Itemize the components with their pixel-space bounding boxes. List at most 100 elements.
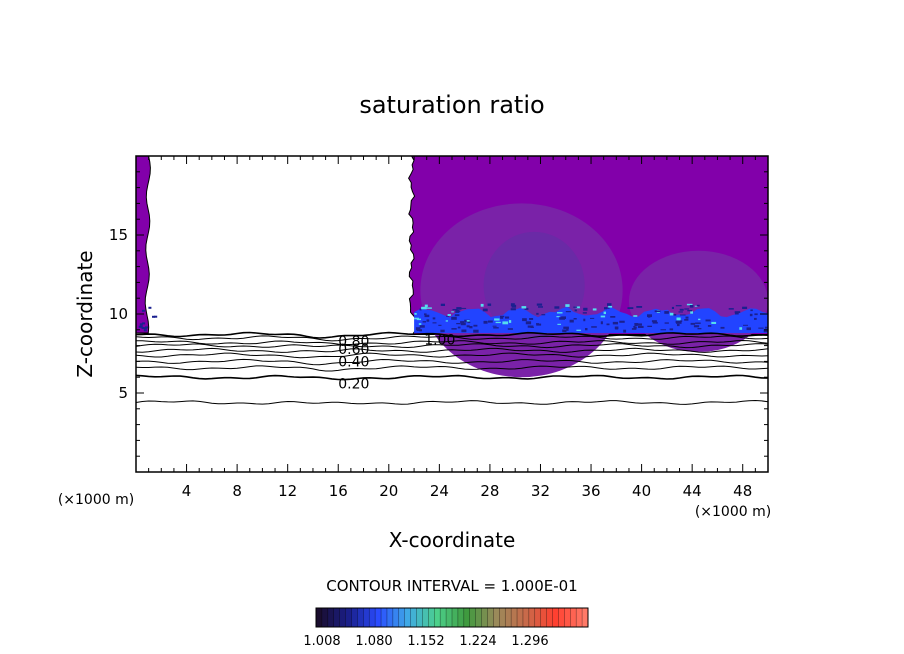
field-speckle [556, 316, 560, 318]
x-tick-label: 8 [232, 482, 242, 500]
contour-line-0.60 [136, 347, 768, 353]
colorbar-cell [582, 608, 589, 627]
contour-line-0.70 [136, 343, 768, 349]
field-speckle [694, 305, 698, 307]
field-speckle [480, 303, 484, 307]
field-speckle [424, 314, 430, 318]
field-speckle [424, 313, 427, 315]
x-axis-label: X-coordinate [389, 528, 516, 552]
field-speckle [538, 306, 543, 308]
field-speckle [689, 305, 694, 308]
field-speckle [525, 321, 532, 325]
field-speckle [711, 321, 717, 324]
contour-line-0.40 [136, 358, 768, 366]
colorbar-cell [558, 608, 565, 627]
colorbar-cell [434, 608, 441, 627]
field-speckle [610, 316, 616, 318]
colorbar-cell [511, 608, 518, 627]
field-speckle [582, 312, 587, 314]
field-speckle [141, 327, 145, 329]
field-speckle [529, 318, 534, 320]
field-speckle [473, 329, 479, 333]
field-speckle [524, 307, 529, 310]
field-speckle [456, 323, 461, 325]
field-speckle [739, 327, 743, 330]
field-speckle [432, 317, 436, 320]
field-speckle [457, 326, 461, 329]
field-speckle [734, 311, 739, 315]
field-speckle [415, 327, 421, 331]
field-speckle [426, 307, 432, 309]
colorbar-cell [499, 608, 506, 627]
field-speckle [695, 322, 701, 324]
field-speckle [633, 326, 636, 328]
field-speckle [507, 328, 513, 330]
field-speckle [698, 318, 701, 321]
field-speckle [500, 316, 504, 319]
field-speckle [565, 311, 571, 313]
field-speckle [573, 318, 577, 320]
field-speckle [664, 311, 669, 314]
colorbar-tick-label: 1.008 [303, 634, 340, 649]
field-speckle [482, 308, 488, 312]
field-speckle [607, 303, 612, 306]
field-speckle [557, 312, 563, 314]
colorbar-cell [522, 608, 530, 627]
x-tick-label: 12 [278, 482, 297, 500]
field-speckle [461, 329, 467, 333]
field-speckle [606, 323, 610, 326]
field-speckle [522, 318, 527, 322]
field-speckle [654, 310, 661, 313]
field-speckle [473, 324, 478, 327]
field-speckle [521, 306, 527, 309]
field-speckle [679, 308, 684, 311]
field-speckle [510, 303, 515, 307]
contour-label: 0.60 [338, 342, 369, 358]
colorbar-cell [345, 608, 352, 627]
field-speckle [446, 315, 450, 317]
colorbar-cell [333, 608, 340, 627]
field-speckle [651, 320, 657, 323]
colorbar-cell [452, 608, 459, 627]
field-speckle [460, 322, 466, 326]
colorbar-cell [564, 608, 571, 627]
colorbar-cell [375, 608, 382, 627]
field-speckle [154, 315, 158, 318]
field-speckle [452, 309, 458, 311]
field-speckle [608, 305, 613, 308]
contour-lines [136, 331, 768, 405]
colorbar-cell [469, 608, 476, 627]
colorbar-cell [398, 608, 405, 627]
field-speckle [447, 314, 451, 316]
field-speckle [139, 325, 143, 328]
colorbar-cell [475, 608, 482, 627]
colorbar-cell [369, 608, 376, 627]
field-speckle [758, 327, 764, 329]
field-speckle [510, 308, 516, 311]
field-speckle [686, 303, 693, 306]
field-speckle [583, 307, 588, 311]
field-speckle [633, 315, 638, 317]
field-speckle [705, 319, 711, 322]
field-band [414, 306, 768, 333]
field-speckle [693, 325, 700, 328]
field-speckle [451, 311, 454, 313]
field-speckle [141, 309, 145, 312]
colorbar-tick-label: 1.152 [407, 634, 444, 649]
field-speckle [416, 318, 421, 321]
x-unit-left: (×1000 m) [58, 492, 134, 508]
colorbar-cell [410, 608, 417, 627]
field-speckle [440, 329, 445, 333]
field-speckle [451, 328, 457, 330]
field-speckle [451, 316, 457, 320]
field-speckle [675, 305, 682, 307]
contour-label: 1.00 [424, 332, 455, 348]
field-speckle [461, 307, 467, 309]
contour-line-1.00 [136, 331, 768, 339]
field-speckle [664, 322, 669, 324]
x-tick-label: 20 [379, 482, 398, 500]
field-speckle [569, 319, 574, 323]
field-speckle [677, 323, 680, 327]
field-speckle [764, 326, 768, 329]
colorbar-cell [316, 608, 323, 627]
